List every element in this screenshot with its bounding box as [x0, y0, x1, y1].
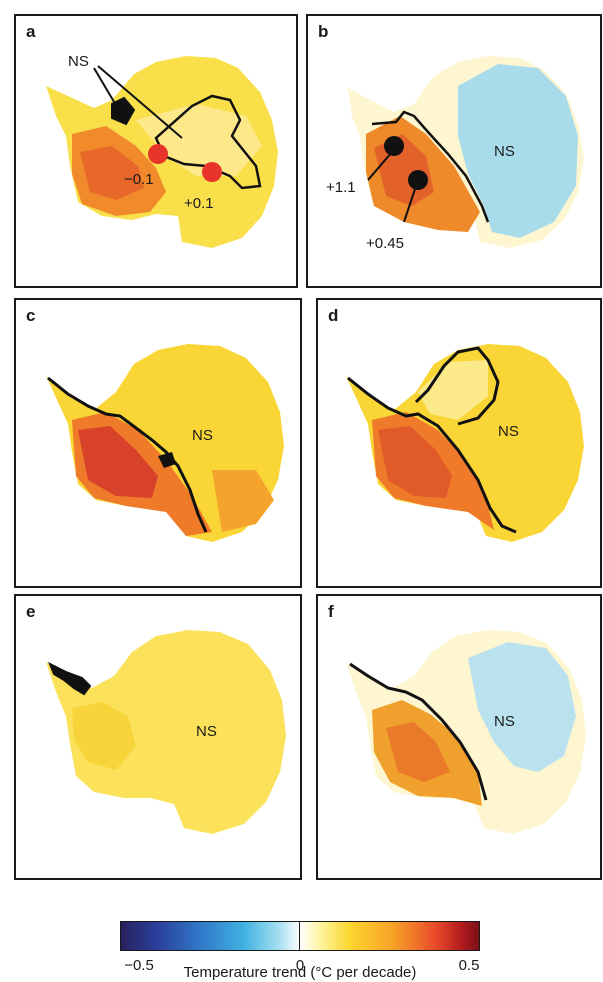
value-annotation-1: −0.1 — [124, 171, 154, 188]
ns-annotation: NS — [68, 53, 89, 70]
cool-region — [468, 642, 576, 772]
panel-label: c — [26, 306, 36, 325]
panel-b: NS +1.1 +0.45 b — [306, 14, 602, 288]
value-annotation-1: +1.1 — [326, 179, 356, 196]
pale-region — [418, 360, 488, 420]
ns-annotation: NS — [192, 427, 213, 444]
station-marker-2 — [202, 162, 222, 182]
ns-boundary — [347, 346, 517, 534]
ns-annotation: NS — [498, 423, 519, 440]
panel-label: b — [318, 22, 329, 41]
warm-core — [78, 426, 158, 498]
station-marker-1 — [148, 144, 168, 164]
panel-a: NS −0.1 +0.1 a — [14, 14, 298, 288]
station-marker-1 — [384, 136, 404, 156]
panel-label: d — [328, 306, 339, 325]
pointer-1 — [367, 151, 393, 181]
ns-boundary — [154, 94, 262, 190]
panel-e: NS e — [14, 594, 302, 880]
ns-boundary — [47, 376, 208, 533]
antarctica-shape — [46, 630, 286, 834]
ns-pointer-1 — [93, 67, 121, 113]
pale-region — [136, 104, 262, 176]
ns-boundary — [349, 662, 488, 801]
boundary-blob — [158, 452, 176, 468]
value-annotation-2: +0.1 — [184, 195, 214, 212]
warm-core — [386, 722, 450, 782]
station-marker-2 — [408, 170, 428, 190]
ns-boundary — [371, 110, 490, 223]
ns-pointer-2 — [97, 65, 183, 139]
ns-annotation: NS — [494, 143, 515, 160]
colorbar-title: Temperature trend (°C per decade) — [183, 964, 417, 981]
colorbar-tick-label-zero: 0 — [295, 957, 305, 974]
colorbar-tick-label-max: 0.5 — [458, 957, 480, 974]
panel-c: NS c — [14, 298, 302, 588]
yellow-region — [72, 702, 136, 770]
colorbar-zero-tick — [299, 921, 300, 951]
ns-boundary — [48, 661, 92, 696]
pointer-2 — [403, 185, 417, 223]
map-f: NS — [346, 630, 586, 834]
warm-core — [378, 426, 452, 498]
panel-f: NS f — [316, 594, 602, 880]
map-a: NS −0.1 +0.1 — [46, 53, 278, 248]
value-annotation-2: +0.45 — [366, 235, 404, 252]
colorbar-gradient — [120, 921, 480, 951]
map-e: NS — [46, 630, 286, 834]
panel-label: e — [26, 602, 36, 621]
map-d: NS — [346, 344, 584, 542]
warm-core — [80, 146, 144, 200]
map-b: NS +1.1 +0.45 — [326, 56, 584, 252]
panel-d: NS d — [316, 298, 602, 588]
cool-region — [458, 64, 578, 238]
panel-label: a — [26, 22, 36, 41]
panel-label: f — [328, 602, 334, 621]
ns-boundary-small — [111, 96, 136, 126]
colorbar — [120, 921, 480, 951]
ns-annotation: NS — [196, 723, 217, 740]
ns-annotation: NS — [494, 713, 515, 730]
orange-east — [212, 470, 274, 532]
colorbar-tick-label-min: −0.5 — [124, 957, 154, 974]
map-c: NS — [46, 344, 284, 542]
